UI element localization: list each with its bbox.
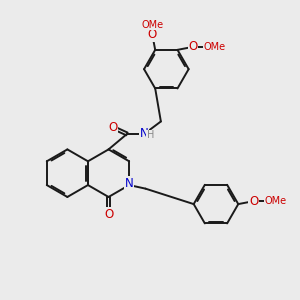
Text: H: H	[147, 130, 154, 140]
Text: O: O	[148, 28, 157, 41]
Text: O: O	[188, 40, 198, 53]
Text: N: N	[125, 177, 134, 190]
Text: O: O	[249, 195, 258, 208]
Text: O: O	[104, 208, 113, 221]
Text: OMe: OMe	[264, 196, 286, 206]
Text: OMe: OMe	[141, 20, 163, 30]
Text: N: N	[140, 128, 148, 140]
Text: O: O	[108, 121, 117, 134]
Text: OMe: OMe	[204, 42, 226, 52]
